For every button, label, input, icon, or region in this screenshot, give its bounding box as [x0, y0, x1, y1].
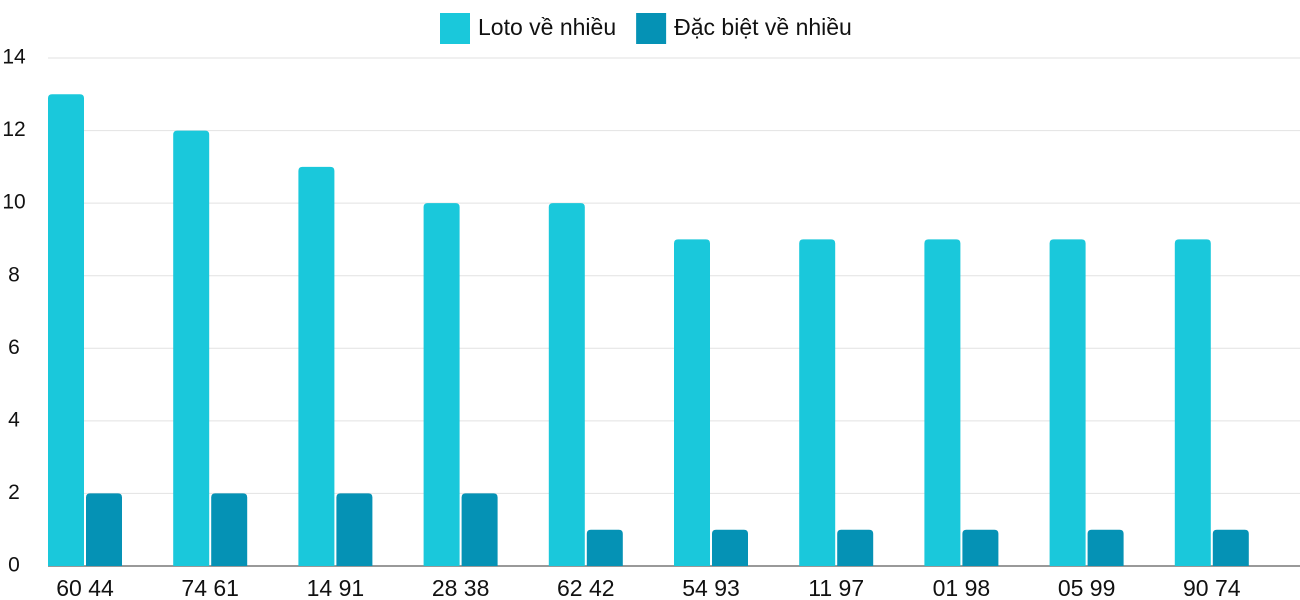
x-tick-label: 14 91	[307, 575, 365, 600]
bar	[837, 529, 874, 566]
bar	[674, 239, 710, 566]
bar	[211, 493, 248, 566]
bar	[1087, 529, 1124, 566]
bar	[586, 529, 623, 566]
y-tick-label: 4	[8, 408, 20, 431]
x-tick-label: 01 98	[933, 575, 991, 600]
y-tick-label: 10	[2, 191, 25, 214]
y-tick-label: 14	[2, 46, 26, 69]
bar	[1212, 529, 1249, 566]
bar	[173, 130, 210, 567]
bar	[336, 493, 373, 566]
x-tick-label: 28 38	[432, 575, 490, 600]
x-tick-label: 60 44	[56, 575, 114, 600]
legend-label: Loto về nhiều	[478, 14, 616, 40]
y-tick-label: 8	[8, 263, 20, 286]
bar	[86, 493, 122, 566]
bar	[461, 493, 498, 566]
bar	[924, 239, 961, 566]
legend-swatch	[636, 13, 667, 44]
legend-label: Đặc biệt về nhiều	[674, 14, 852, 40]
bar	[712, 529, 748, 566]
bar	[1049, 239, 1086, 566]
y-tick-label: 2	[8, 481, 20, 504]
y-tick-label: 12	[2, 118, 25, 141]
x-tick-label: 62 42	[557, 575, 615, 600]
x-tick-label: 90 74	[1183, 575, 1241, 600]
x-tick-label: 11 97	[808, 575, 864, 600]
bar	[962, 529, 999, 566]
x-tick-label: 54 93	[682, 575, 740, 600]
legend-swatch	[440, 13, 470, 44]
x-tick-label: 05 99	[1058, 575, 1116, 600]
bar	[548, 203, 585, 566]
x-tick-label: 74 61	[181, 575, 239, 600]
bar	[48, 94, 84, 567]
y-tick-label: 0	[8, 554, 20, 577]
bar	[298, 166, 335, 566]
bar	[423, 203, 460, 566]
y-tick-label: 6	[8, 336, 20, 359]
bar	[799, 239, 836, 566]
bar	[1174, 239, 1211, 566]
